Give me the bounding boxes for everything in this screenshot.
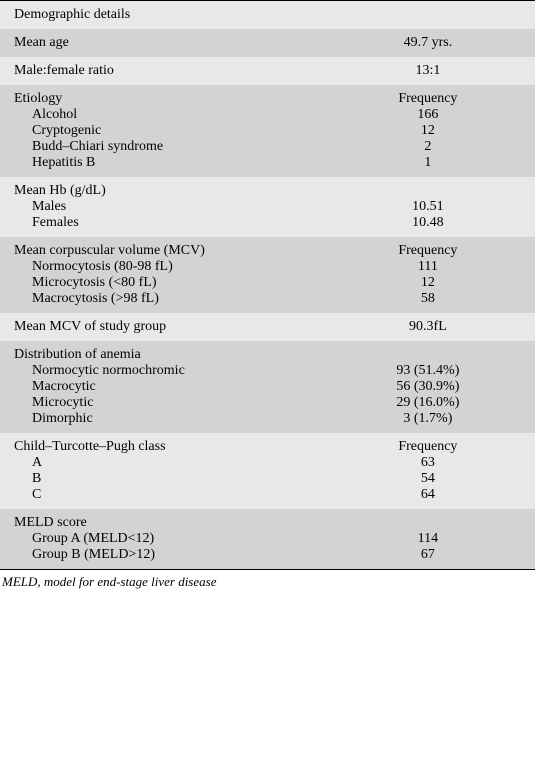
row-value: 54	[331, 471, 525, 487]
row-value: 12	[331, 123, 525, 139]
table-row: Group A (MELD<12) 114	[14, 531, 525, 547]
table-row: Females 10.48	[14, 215, 525, 231]
row-value: 10.48	[331, 215, 525, 231]
row-label: Macrocytosis (>98 fL)	[14, 291, 331, 307]
row-label: Macrocytic	[14, 379, 331, 395]
table-row: Macrocytosis (>98 fL) 58	[14, 291, 525, 307]
table-row: Distribution of anemia	[14, 347, 525, 363]
row-value: 49.7 yrs.	[331, 35, 525, 51]
table-row: A 63	[14, 455, 525, 471]
row-value: 67	[331, 547, 525, 563]
row-label: C	[14, 487, 331, 503]
section-ctp-class: Child–Turcotte–Pugh class Frequency A 63…	[0, 433, 535, 509]
table-row: Dimorphic 3 (1.7%)	[14, 411, 525, 427]
table-row: Hepatitis B 1	[14, 155, 525, 171]
table-row: Normocytosis (80-98 fL) 111	[14, 259, 525, 275]
row-value: 1	[331, 155, 525, 171]
table-row: Normocytic normochromic 93 (51.4%)	[14, 363, 525, 379]
row-label: A	[14, 455, 331, 471]
table-row: Alcohol 166	[14, 107, 525, 123]
table-row: Demographic details	[14, 7, 525, 23]
row-value: 3 (1.7%)	[331, 411, 525, 427]
table-footnote: MELD, model for end-stage liver disease	[0, 570, 535, 590]
demographics-table: Demographic details Mean age 49.7 yrs. M…	[0, 0, 535, 570]
row-label: Mean age	[14, 35, 331, 51]
section-mcv: Mean corpuscular volume (MCV) Frequency …	[0, 237, 535, 313]
row-label: Mean MCV of study group	[14, 319, 331, 335]
row-value	[331, 183, 525, 199]
row-value	[331, 515, 525, 531]
row-label: Microcytic	[14, 395, 331, 411]
table-row: Etiology Frequency	[14, 91, 525, 107]
table-row: Mean MCV of study group 90.3fL	[14, 319, 525, 335]
table-row: Male:female ratio 13:1	[14, 63, 525, 79]
table-row: Mean corpuscular volume (MCV) Frequency	[14, 243, 525, 259]
row-value: 111	[331, 259, 525, 275]
row-label: Etiology	[14, 91, 331, 107]
row-value: 2	[331, 139, 525, 155]
row-label: Microcytosis (<80 fL)	[14, 275, 331, 291]
row-value: 58	[331, 291, 525, 307]
section-mean-hb: Mean Hb (g/dL) Males 10.51 Females 10.48	[0, 177, 535, 237]
table-row: Mean age 49.7 yrs.	[14, 35, 525, 51]
row-label: Normocytosis (80-98 fL)	[14, 259, 331, 275]
row-value: 166	[331, 107, 525, 123]
row-label: Dimorphic	[14, 411, 331, 427]
section-mean-mcv-group: Mean MCV of study group 90.3fL	[0, 313, 535, 341]
table-row: Group B (MELD>12) 67	[14, 547, 525, 563]
row-label: Mean corpuscular volume (MCV)	[14, 243, 331, 259]
table-row: Cryptogenic 12	[14, 123, 525, 139]
section-mean-age: Mean age 49.7 yrs.	[0, 29, 535, 57]
table-row: Macrocytic 56 (30.9%)	[14, 379, 525, 395]
row-value: 90.3fL	[331, 319, 525, 335]
table-row: Microcytic 29 (16.0%)	[14, 395, 525, 411]
row-label: Male:female ratio	[14, 63, 331, 79]
row-value: 63	[331, 455, 525, 471]
row-value	[331, 7, 525, 23]
row-value: Frequency	[331, 91, 525, 107]
table-row: Microcytosis (<80 fL) 12	[14, 275, 525, 291]
row-label: Alcohol	[14, 107, 331, 123]
row-label: B	[14, 471, 331, 487]
table-row: B 54	[14, 471, 525, 487]
table-row: Child–Turcotte–Pugh class Frequency	[14, 439, 525, 455]
row-label: Distribution of anemia	[14, 347, 331, 363]
section-sex-ratio: Male:female ratio 13:1	[0, 57, 535, 85]
row-label: Group A (MELD<12)	[14, 531, 331, 547]
row-label: Budd–Chiari syndrome	[14, 139, 331, 155]
row-label: Hepatitis B	[14, 155, 331, 171]
table-row: MELD score	[14, 515, 525, 531]
row-label: Group B (MELD>12)	[14, 547, 331, 563]
row-value: Frequency	[331, 439, 525, 455]
row-value	[331, 347, 525, 363]
table-row: Males 10.51	[14, 199, 525, 215]
row-value: 64	[331, 487, 525, 503]
row-value: 13:1	[331, 63, 525, 79]
section-meld-score: MELD score Group A (MELD<12) 114 Group B…	[0, 509, 535, 570]
row-label: Normocytic normochromic	[14, 363, 331, 379]
row-label: Demographic details	[14, 7, 331, 23]
table-row: C 64	[14, 487, 525, 503]
row-value: 114	[331, 531, 525, 547]
row-label: Cryptogenic	[14, 123, 331, 139]
row-label: Females	[14, 215, 331, 231]
row-label: Mean Hb (g/dL)	[14, 183, 331, 199]
row-label: MELD score	[14, 515, 331, 531]
section-demographic-details: Demographic details	[0, 1, 535, 29]
row-label: Child–Turcotte–Pugh class	[14, 439, 331, 455]
section-anemia-distribution: Distribution of anemia Normocytic normoc…	[0, 341, 535, 433]
section-etiology: Etiology Frequency Alcohol 166 Cryptogen…	[0, 85, 535, 177]
row-value: 10.51	[331, 199, 525, 215]
table-row: Budd–Chiari syndrome 2	[14, 139, 525, 155]
row-value: 93 (51.4%)	[331, 363, 525, 379]
row-value: Frequency	[331, 243, 525, 259]
row-value: 56 (30.9%)	[331, 379, 525, 395]
row-value: 29 (16.0%)	[331, 395, 525, 411]
row-label: Males	[14, 199, 331, 215]
table-row: Mean Hb (g/dL)	[14, 183, 525, 199]
row-value: 12	[331, 275, 525, 291]
